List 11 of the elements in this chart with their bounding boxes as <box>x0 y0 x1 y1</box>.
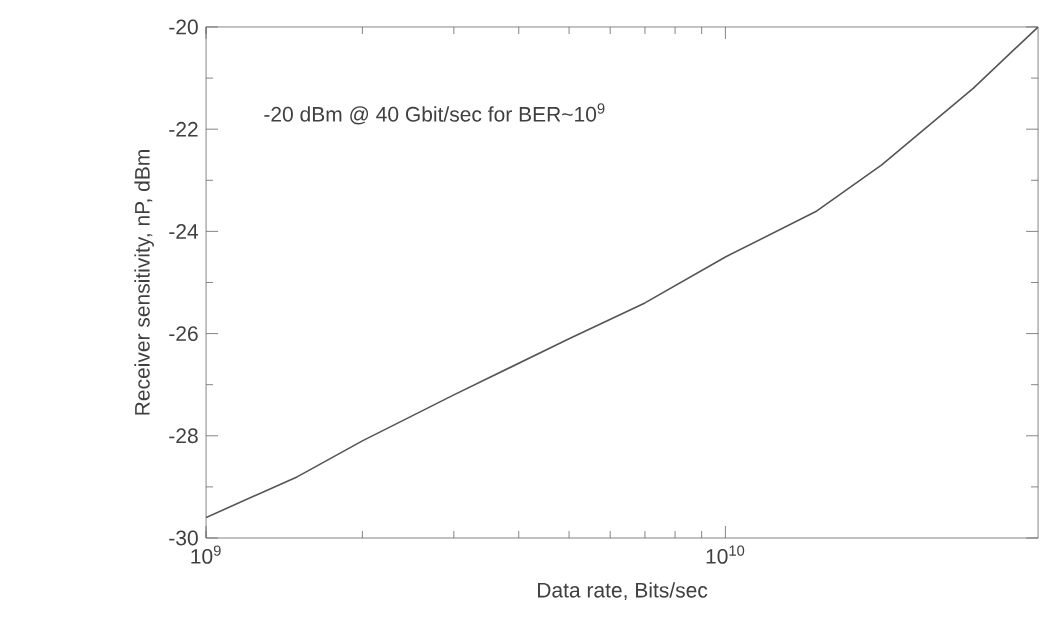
y-tick-label: -22 <box>169 121 198 137</box>
x-tick-label: 10$^{10}$ <box>706 545 745 564</box>
x-axis-title: Data rate, Bits/sec <box>538 582 708 601</box>
y-tick-label: -26 <box>169 326 198 342</box>
annotation: -20 dBm @ 40 Gbit/sec for BER~10$^{9}$ <box>264 103 605 125</box>
y-tick-label: -30 <box>169 530 198 546</box>
y-tick-label: -28 <box>169 428 198 444</box>
y-axis-title: Receiver sensitivity, nP, dBm <box>134 150 154 415</box>
y-tick-label: -20 <box>169 19 198 35</box>
y-tick-label: -24 <box>169 224 199 239</box>
x-tick-label: 10$^{9}$ <box>191 545 221 564</box>
